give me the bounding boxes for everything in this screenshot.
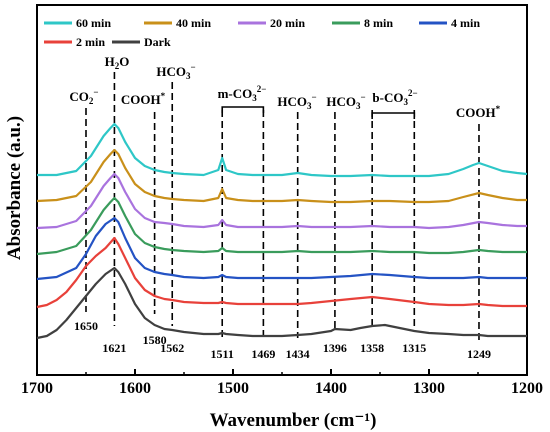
series-line-60-min <box>37 122 528 178</box>
peak-label-1249: 1249 <box>467 347 491 361</box>
peak-label-1469: 1469 <box>251 347 275 361</box>
legend-item-2-min: 2 min <box>44 35 105 49</box>
y-axis-title: Absorbance (a.u.) <box>4 116 25 260</box>
band-label-hco3-1562: HCO3− <box>156 62 195 81</box>
peak-label-1511: 1511 <box>211 347 234 361</box>
band-label-hco3-1396: HCO3− <box>326 92 365 111</box>
legend-item-20-min: 20 min <box>238 16 305 30</box>
x-tick-label-1700: 1700 <box>21 380 53 397</box>
band-label-m-co3: m-CO32− <box>218 84 267 103</box>
series-line-20-min <box>36 172 527 230</box>
band-label-h2o: H2O <box>105 54 130 71</box>
legend-item-8-min: 8 min <box>332 16 393 30</box>
peak-label-1621: 1621 <box>102 341 126 355</box>
legend-item-4-min: 4 min <box>419 16 480 30</box>
legend-item-40-min: 40 min <box>144 16 211 30</box>
legend-label-dark: Dark <box>144 35 171 49</box>
peak-label-1650: 1650 <box>74 319 98 333</box>
peak-label-1580: 1580 <box>143 333 167 347</box>
bracket-m-co3 <box>221 106 265 113</box>
peak-label-1396: 1396 <box>323 341 347 355</box>
legend-label-60-min: 60 min <box>76 16 111 30</box>
series-line-2-min <box>36 236 527 309</box>
band-label-b-co3: b-CO32− <box>372 88 417 107</box>
series-line-8-min <box>36 196 527 256</box>
band-labels: CO2− H2O COOH* HCO3− m-CO32− HCO3− HCO3−… <box>69 54 500 120</box>
series-line-4-min <box>36 216 527 281</box>
peak-label-1315: 1315 <box>402 341 426 355</box>
series-line-dark <box>36 266 527 340</box>
legend-item-dark: Dark <box>112 35 171 49</box>
series-line-40-min <box>36 148 527 204</box>
peak-label-1434: 1434 <box>286 347 310 361</box>
legend-label-2-min: 2 min <box>76 35 105 49</box>
x-axis-title: Wavenumber (cm⁻¹) <box>210 410 377 431</box>
band-label-hco3-1434: HCO3− <box>277 92 316 111</box>
legend-label-8-min: 8 min <box>364 16 393 30</box>
band-label-cooh-1580: COOH* <box>121 91 166 107</box>
x-tick-label-1400: 1400 <box>315 380 347 397</box>
band-label-cooh-1249: COOH* <box>456 104 501 120</box>
x-tick-label-1200: 1200 <box>511 380 543 397</box>
x-tick-label-1600: 1600 <box>119 380 151 397</box>
legend: 60 min 40 min 20 min 8 min 4 min 2 min D… <box>44 16 480 49</box>
bracket-b-co3 <box>371 112 416 119</box>
legend-item-60-min: 60 min <box>44 16 111 30</box>
peak-label-1358: 1358 <box>360 341 384 355</box>
x-tick-label-1500: 1500 <box>217 380 249 397</box>
legend-label-20-min: 20 min <box>270 16 305 30</box>
legend-label-4-min: 4 min <box>451 16 480 30</box>
legend-label-40-min: 40 min <box>176 16 211 30</box>
x-tick-label-1300: 1300 <box>413 380 445 397</box>
peak-label-1562: 1562 <box>160 341 184 355</box>
band-label-co2: CO2− <box>69 87 98 106</box>
